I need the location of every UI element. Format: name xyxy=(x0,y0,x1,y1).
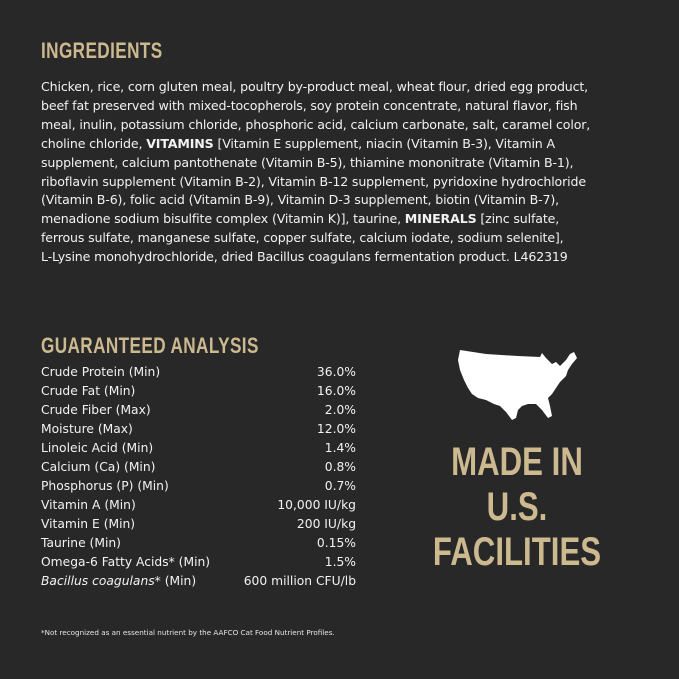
nutrient-label: Phosphorus (P) (Min) xyxy=(41,477,169,496)
nutrient-label-text: Crude Fiber (Max) xyxy=(41,403,151,417)
bold-category: MINERALS xyxy=(404,211,477,227)
nutrient-label: Calcium (Ca) (Min) xyxy=(41,458,155,477)
nutrient-label-text: Omega-6 Fatty Acids* (Min) xyxy=(41,555,211,569)
ingredients-text: beef fat preserved with mixed-tocopherol… xyxy=(41,97,578,113)
ingredients-line: beef fat preserved with mixed-tocopherol… xyxy=(41,97,590,116)
nutrient-label-text: Taurine (Min) xyxy=(41,536,121,550)
made-in-us-badge: MADE IN U.S. FACILITIES xyxy=(409,440,625,575)
nutrient-label: Vitamin E (Min) xyxy=(41,515,135,534)
badge-line: FACILITIES xyxy=(432,530,602,574)
bold-category: VITAMINS xyxy=(146,135,214,151)
analysis-row: Crude Fat (Min) 16.0% xyxy=(41,382,356,401)
ingredients-text: (Vitamin B-6), folic acid (Vitamin B-9),… xyxy=(41,192,559,208)
nutrient-label-text: Linoleic Acid (Min) xyxy=(41,441,154,455)
nutrient-label-text: Calcium (Ca) (Min) xyxy=(41,460,156,474)
analysis-row: Phosphorus (P) (Min) 0.7% xyxy=(41,477,356,496)
footnote: *Not recognized as an essential nutrient… xyxy=(41,628,335,637)
usa-map-icon xyxy=(458,350,577,420)
nutrient-label: Moisture (Max) xyxy=(41,420,133,439)
ingredients-heading: INGREDIENTS xyxy=(41,38,163,63)
badge-line: U.S. xyxy=(486,485,548,529)
analysis-row: Crude Protein (Min) 36.0% xyxy=(41,363,356,382)
nutrient-value: 12.0% xyxy=(316,422,356,436)
analysis-row: Omega-6 Fatty Acids* (Min) 1.5% xyxy=(41,553,356,572)
analysis-row: Calcium (Ca) (Min) 0.8% xyxy=(41,458,356,477)
nutrient-value: 0.8% xyxy=(324,460,356,474)
ingredients-line: meal, inulin, potassium chloride, phosph… xyxy=(41,116,590,135)
nutrient-value: 1.4% xyxy=(324,441,356,455)
ingredients-text: [zinc sulfate, xyxy=(476,211,560,227)
nutrient-label: Crude Protein (Min) xyxy=(41,363,160,382)
nutrient-value: 1.5% xyxy=(324,555,356,569)
nutrient-value: 200 IU/kg xyxy=(296,517,356,531)
nutrient-label: Vitamin A (Min) xyxy=(41,496,136,515)
nutrient-label: Linoleic Acid (Min) xyxy=(41,439,153,458)
ingredients-text: Chicken, rice, corn gluten meal, poultry… xyxy=(41,79,589,94)
nutrient-label-text: Crude Protein (Min) xyxy=(41,365,161,379)
nutrient-value: 16.0% xyxy=(316,384,356,398)
analysis-row: Linoleic Acid (Min) 1.4% xyxy=(41,439,356,458)
guaranteed-analysis-heading: GUARANTEED ANALYSIS xyxy=(41,333,259,358)
ingredients-text: meal, inulin, potassium chloride, phosph… xyxy=(41,116,591,132)
analysis-row: Moisture (Max) 12.0% xyxy=(41,420,356,439)
nutrient-label-text: Vitamin E (Min) xyxy=(41,517,136,531)
analysis-row: Vitamin A (Min) 10,000 IU/kg xyxy=(41,496,356,515)
ingredients-text: ferrous sulfate, manganese sulfate, copp… xyxy=(41,230,564,246)
nutrient-value: 0.15% xyxy=(316,536,356,550)
analysis-row: Bacillus coagulans* (Min) 600 million CFU… xyxy=(41,572,356,591)
analysis-row: Vitamin E (Min) 200 IU/kg xyxy=(41,515,356,534)
ingredients-line: L-Lysine monohydrochloride, dried Bacill… xyxy=(41,248,590,267)
nutrient-label-text: Moisture (Max) xyxy=(41,422,133,436)
ingredients-line: Chicken, rice, corn gluten meal, poultry… xyxy=(41,78,590,97)
ingredients-line: choline chloride, VITAMINS [Vitamin E su… xyxy=(41,135,590,154)
nutrient-value: 10,000 IU/kg xyxy=(277,498,356,512)
ingredients-text: [Vitamin E supplement, niacin (Vitamin B… xyxy=(213,135,555,151)
analysis-row: Crude Fiber (Max) 2.0% xyxy=(41,401,356,420)
ingredients-line: menadione sodium bisulfite complex (Vita… xyxy=(41,210,590,229)
nutrient-label: Crude Fat (Min) xyxy=(41,382,135,401)
nutrient-label-text: Vitamin A (Min) xyxy=(41,498,136,512)
guaranteed-analysis-table: Crude Protein (Min) 36.0% Crude Fat (Min) 1… xyxy=(41,363,356,591)
ingredients-line: supplement, calcium pantothenate (Vitami… xyxy=(41,154,590,173)
nutrient-label: Crude Fiber (Max) xyxy=(41,401,151,420)
ingredients-line: riboflavin supplement (Vitamin B-2), Vit… xyxy=(41,173,590,192)
ingredients-line: (Vitamin B-6), folic acid (Vitamin B-9),… xyxy=(41,191,590,210)
nutrient-value: 600 million CFU/lb xyxy=(243,574,356,588)
ingredients-list: Chicken, rice, corn gluten meal, poultry… xyxy=(41,78,590,267)
nutrient-value: 2.0% xyxy=(324,403,356,417)
ingredients-text: supplement, calcium pantothenate (Vitami… xyxy=(41,154,574,170)
nutrient-label-text: Crude Fat (Min) xyxy=(41,384,136,398)
ingredients-text: riboflavin supplement (Vitamin B-2), Vit… xyxy=(41,173,586,189)
nutrient-value: 0.7% xyxy=(324,479,356,493)
nutrient-label-italic: Bacillus coagulans xyxy=(41,574,155,588)
nutrient-label-text: Phosphorus (P) (Min) xyxy=(41,479,169,493)
nutrient-label: Bacillus coagulans* (Min) xyxy=(41,572,196,591)
ingredients-text: menadione sodium bisulfite complex (Vita… xyxy=(41,211,405,227)
analysis-row: Taurine (Min) 0.15% xyxy=(41,534,356,553)
nutrient-label-text: * (Min) xyxy=(154,574,197,588)
ingredients-text: choline chloride, xyxy=(41,135,147,151)
ingredients-line: ferrous sulfate, manganese sulfate, copp… xyxy=(41,229,590,248)
nutrient-label: Taurine (Min) xyxy=(41,534,121,553)
nutrient-label: Omega-6 Fatty Acids* (Min) xyxy=(41,553,210,572)
ingredients-text: L-Lysine monohydrochloride, dried Bacill… xyxy=(41,249,568,265)
nutrient-value: 36.0% xyxy=(316,365,356,379)
badge-line: MADE IN xyxy=(451,440,583,484)
